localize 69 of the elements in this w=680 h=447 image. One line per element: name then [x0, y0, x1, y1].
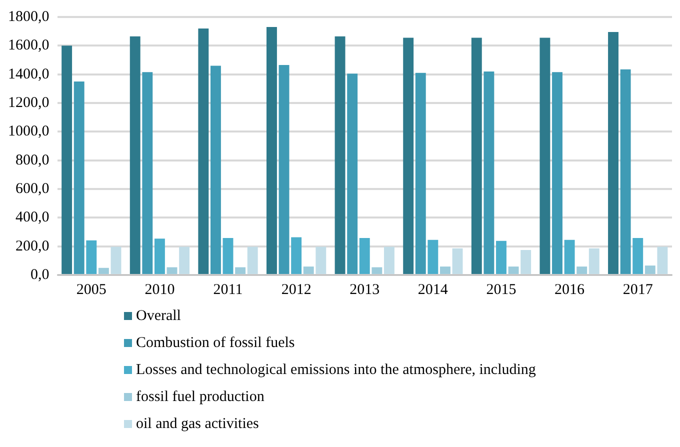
bar	[291, 237, 302, 274]
bar	[210, 66, 221, 274]
legend-label: oil and gas activities	[136, 415, 259, 433]
x-tick-label: 2011	[213, 282, 243, 298]
legend-label: Combustion of fossil fuels	[136, 334, 295, 352]
bar	[266, 27, 277, 274]
bar	[552, 72, 562, 274]
bar	[508, 266, 519, 274]
bar	[347, 74, 358, 274]
bar	[415, 72, 426, 274]
y-tick-label: 1200,0	[8, 94, 50, 111]
bar	[440, 266, 450, 274]
bar	[496, 240, 506, 274]
bar	[110, 246, 122, 274]
bar	[74, 82, 84, 274]
y-tick-label: 1600,0	[8, 38, 50, 54]
bar	[166, 267, 178, 274]
bar	[632, 238, 644, 274]
bar	[359, 238, 370, 274]
bar	[154, 238, 165, 274]
bar	[130, 36, 140, 274]
bar	[142, 72, 153, 274]
bar	[198, 28, 209, 274]
x-tick-label: 2010	[144, 282, 175, 298]
bar	[278, 65, 290, 274]
x-tick-label: 2015	[486, 282, 516, 298]
bar	[452, 248, 463, 274]
bar	[316, 246, 326, 274]
y-tick-label: 0,0	[30, 266, 50, 283]
bar	[576, 266, 588, 274]
bar	[222, 238, 234, 274]
bar	[608, 32, 618, 274]
legend-label: fossil fuel production	[136, 388, 264, 406]
bar	[471, 38, 482, 274]
bar	[98, 268, 109, 274]
legend-label: Overall	[136, 307, 181, 325]
bar	[588, 248, 600, 274]
bar	[334, 36, 346, 274]
y-tick-label: 800,0	[16, 152, 50, 168]
x-tick-label: 2016	[554, 282, 586, 298]
bar	[384, 246, 394, 274]
x-tick-label: 2013	[350, 282, 380, 298]
x-tick-label: 2017	[622, 282, 654, 298]
bar	[403, 38, 414, 274]
bar	[303, 266, 314, 274]
bar	[235, 267, 246, 274]
bar	[179, 246, 190, 274]
x-tick-label: 2012	[281, 282, 312, 298]
legend-label: Losses and technological emissions into the atmosphere, including	[136, 361, 536, 379]
bar	[372, 267, 382, 274]
bar	[86, 240, 97, 274]
y-tick-label: 200,0	[16, 238, 50, 254]
y-tick-label: 400,0	[16, 210, 50, 226]
bar	[428, 240, 438, 274]
y-tick-label: 600,0	[16, 180, 50, 197]
x-tick-label: 2005	[76, 282, 106, 298]
bar	[620, 69, 631, 274]
bar	[540, 38, 550, 274]
y-tick-label: 1400,0	[8, 66, 50, 82]
bar	[520, 250, 532, 274]
y-tick-label: 1000,0	[8, 124, 50, 140]
x-tick-label: 2014	[418, 282, 448, 298]
bar	[484, 71, 494, 274]
y-tick-label: 1800,0	[8, 8, 50, 25]
bar	[657, 246, 668, 274]
bar	[644, 266, 656, 274]
bar	[247, 246, 258, 274]
bar	[62, 46, 72, 274]
bar	[564, 240, 575, 274]
